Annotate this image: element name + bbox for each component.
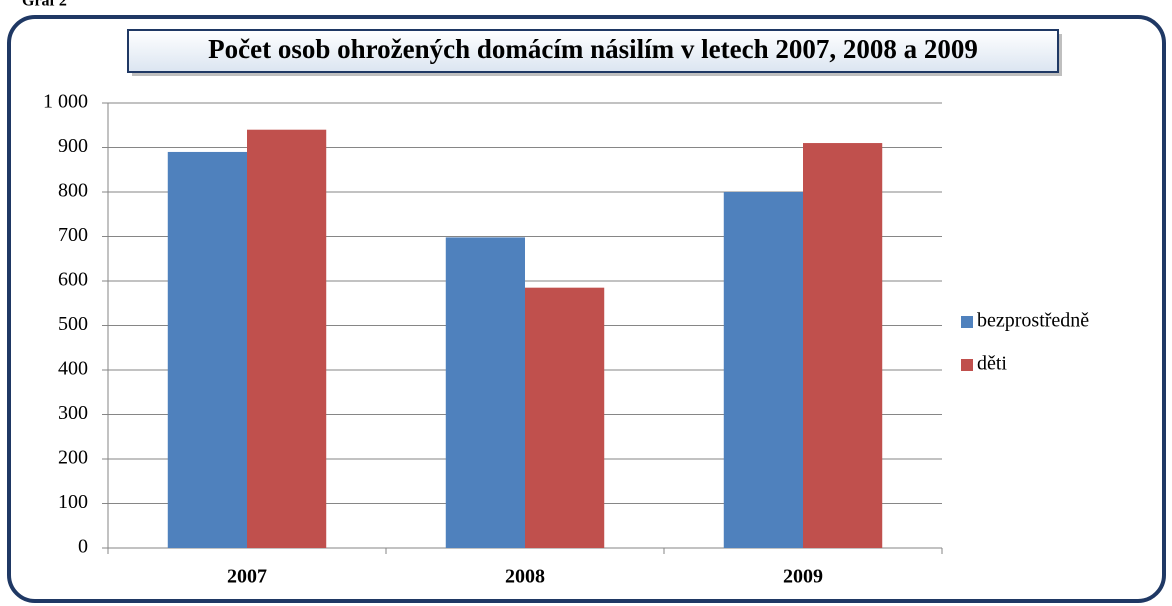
caption: Graf 2 <box>22 0 67 10</box>
y-tick-label: 500 <box>58 313 88 335</box>
y-tick-label: 1 000 <box>43 91 88 113</box>
y-tick-label: 100 <box>58 491 88 513</box>
x-tick-label: 2007 <box>227 566 267 588</box>
legend-label: bezprostředně <box>977 310 1089 332</box>
bar <box>167 151 247 548</box>
bar <box>247 129 327 548</box>
y-tick-label: 900 <box>58 135 88 157</box>
y-tick-label: 700 <box>58 224 88 246</box>
chart-title: Počet osob ohrožených domácím násilím v … <box>208 34 978 64</box>
x-tick-label: 2008 <box>505 566 545 588</box>
y-tick-label: 400 <box>58 358 88 380</box>
legend-swatch <box>961 359 973 371</box>
legend-label: děti <box>977 353 1007 375</box>
legend-swatch <box>961 316 973 328</box>
x-tick-label: 2009 <box>783 566 823 588</box>
y-tick-label: 600 <box>58 269 88 291</box>
y-tick-label: 200 <box>58 447 88 469</box>
bar <box>723 192 803 548</box>
bar <box>803 143 883 549</box>
y-tick-label: 800 <box>58 180 88 202</box>
y-tick-label: 300 <box>58 402 88 424</box>
title-box <box>127 29 1059 73</box>
bar <box>445 237 525 548</box>
bar <box>525 287 605 548</box>
y-tick-label: 0 <box>78 536 88 558</box>
